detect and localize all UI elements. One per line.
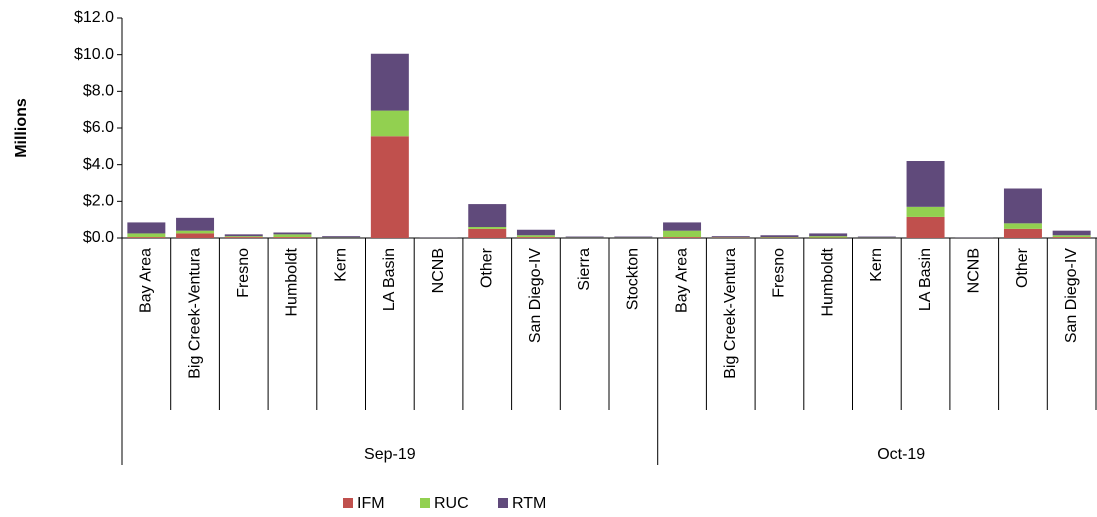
- bar-segment: [857, 236, 896, 238]
- legend-label: RTM: [512, 495, 546, 512]
- x-tick-label: Kern: [868, 248, 885, 282]
- y-tick-label: $8.0: [83, 83, 114, 100]
- bar-segment: [663, 230, 702, 238]
- x-tick-label: Humboldt: [819, 247, 836, 316]
- bar-segment: [906, 216, 945, 238]
- y-tick-label: $2.0: [83, 193, 114, 210]
- bar-segment: [1003, 188, 1042, 224]
- x-tick-label: Stockton: [625, 248, 642, 310]
- bar-segment: [273, 234, 312, 238]
- x-tick-label: LA Basin: [917, 248, 934, 311]
- x-tick-label: Fresno: [771, 248, 788, 298]
- group-label: Sep-19: [364, 446, 416, 463]
- bar-segment: [906, 161, 945, 207]
- y-tick-label: $4.0: [83, 156, 114, 173]
- x-tick-label: Bay Area: [138, 248, 155, 313]
- x-tick-label: LA Basin: [381, 248, 398, 311]
- legend-swatch: [343, 498, 353, 508]
- bar-segment: [663, 222, 702, 231]
- bar-segment: [370, 53, 409, 111]
- legend-swatch: [498, 498, 508, 508]
- bar-segment: [370, 110, 409, 137]
- legend-label: IFM: [357, 495, 385, 512]
- bar-segment: [516, 237, 555, 238]
- bar-segment: [614, 236, 653, 238]
- bar-segment: [760, 237, 799, 238]
- bar-segment: [370, 136, 409, 238]
- bar-segment: [760, 235, 799, 238]
- bar-segment: [809, 236, 848, 238]
- y-tick-label: $6.0: [83, 119, 114, 136]
- y-tick-label: $12.0: [74, 9, 114, 26]
- bar-segment: [516, 235, 555, 238]
- x-tick-label: San Diego-IV: [527, 248, 544, 343]
- bar-segment: [176, 233, 215, 238]
- x-tick-label: Big Creek-Ventura: [186, 248, 203, 379]
- bar-segment: [1052, 230, 1091, 236]
- bar-segment: [322, 236, 361, 238]
- x-tick-label: Big Creek-Ventura: [722, 248, 739, 379]
- bar-segment: [663, 237, 702, 238]
- bar-segment: [516, 229, 555, 236]
- bar-segment: [273, 232, 312, 235]
- bar-segment: [127, 222, 166, 234]
- x-tick-label: Fresno: [235, 248, 252, 298]
- bar-segment: [809, 233, 848, 237]
- bar-segment: [1003, 228, 1042, 238]
- bar-segment: [273, 237, 312, 238]
- bar-segment: [711, 236, 750, 238]
- bar-segment: [468, 228, 507, 238]
- legend-label: RUC: [434, 495, 469, 512]
- bar-segment: [565, 236, 604, 238]
- x-tick-label: NCNB: [430, 248, 447, 293]
- bar-segment: [224, 234, 263, 237]
- x-tick-label: Kern: [332, 248, 349, 282]
- bar-segment: [176, 217, 215, 231]
- bar-segment: [1052, 235, 1091, 238]
- bar-segment: [224, 237, 263, 238]
- bar-segment: [224, 236, 263, 238]
- x-tick-label: Other: [1014, 247, 1031, 288]
- bar-segment: [1052, 237, 1091, 238]
- legend-swatch: [420, 498, 430, 508]
- bar-segment: [176, 230, 215, 234]
- group-label: Oct-19: [877, 446, 925, 463]
- y-axis-label: Millions: [13, 98, 30, 158]
- x-tick-label: Other: [478, 247, 495, 288]
- y-tick-label: $10.0: [74, 46, 114, 63]
- bar-segment: [127, 237, 166, 238]
- x-tick-label: NCNB: [965, 248, 982, 293]
- bar-segment: [1003, 223, 1042, 229]
- x-tick-label: San Diego-IV: [1063, 248, 1080, 343]
- bar-segment: [127, 233, 166, 238]
- bar-segment: [468, 204, 507, 227]
- bar-segment: [468, 227, 507, 229]
- bar-segment: [906, 206, 945, 217]
- x-tick-label: Humboldt: [284, 247, 301, 316]
- y-tick-label: $0.0: [83, 229, 114, 246]
- x-tick-label: Bay Area: [673, 248, 690, 313]
- x-tick-label: Sierra: [576, 248, 593, 291]
